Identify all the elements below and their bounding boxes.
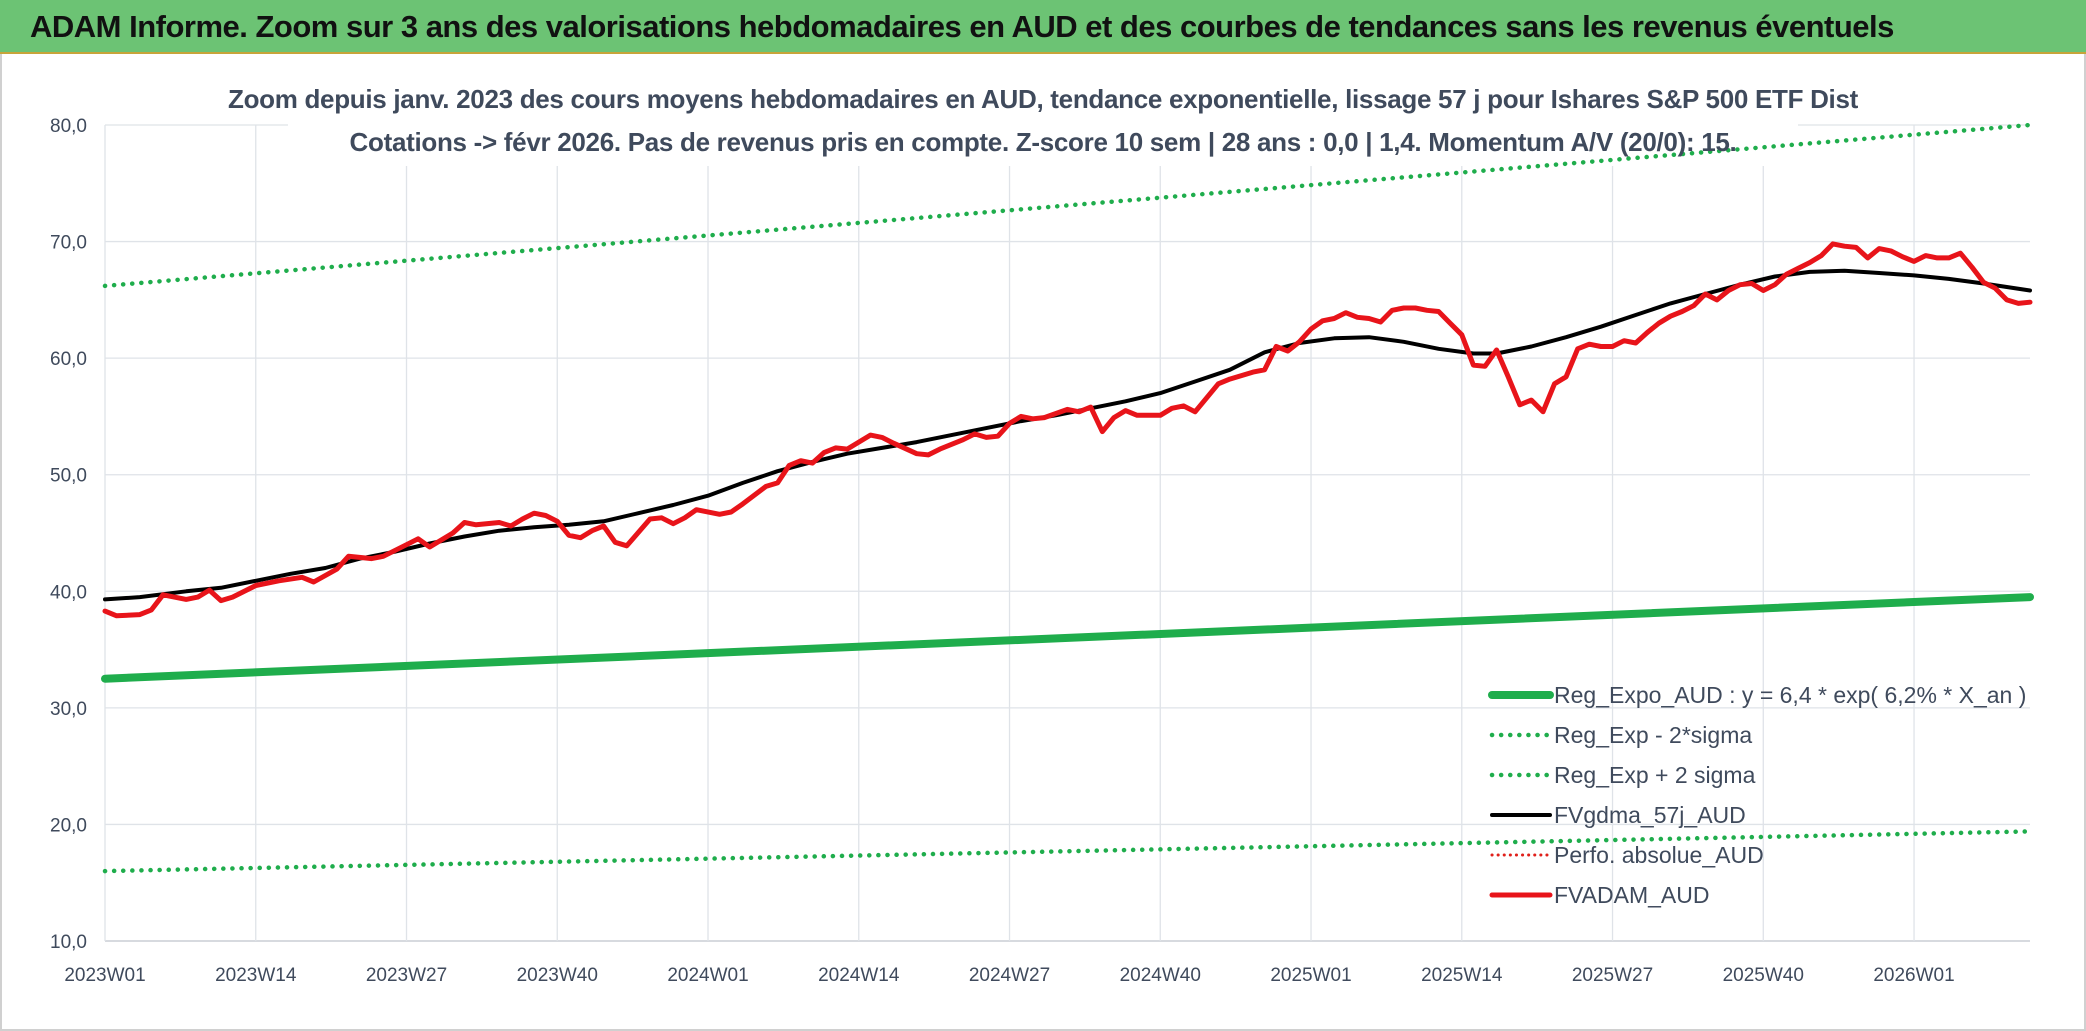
y-tick-label: 60,0 [50,349,87,370]
title-backdrop [288,78,1798,166]
x-tick-label: 2024W14 [818,965,900,986]
chart-title-line-1: Zoom depuis janv. 2023 des cours moyens … [227,84,1858,114]
y-tick-label: 70,0 [50,233,87,254]
legend-label-reg_plus: Reg_Exp + 2 sigma [1554,762,1756,788]
x-tick-label: 2024W01 [667,965,748,986]
x-tick-label: 2023W01 [64,965,145,986]
chart-title-line-2: Cotations -> févr 2026. Pas de revenus p… [349,127,1737,157]
y-tick-label: 40,0 [50,582,87,603]
series-line-reg_minus [102,829,2033,874]
report-banner: ADAM Informe. Zoom sur 3 ans des valoris… [0,0,2086,54]
x-tick-label: 2025W01 [1270,965,1351,986]
x-tick-label: 2024W40 [1120,965,1201,986]
y-tick-label: 30,0 [50,699,87,720]
legend-label-fvadam: FVADAM_AUD [1554,882,1710,908]
series-line-fvadam [102,241,2033,619]
series-line-reg_expo [101,593,2034,683]
legend-label-fvgdma: FVgdma_57j_AUD [1554,802,1746,828]
y-tick-label: 50,0 [50,466,87,487]
x-tick-label: 2024W27 [969,965,1050,986]
x-tick-label: 2023W40 [517,965,598,986]
axes: 10,0 20,0 30,0 40,0 50,0 60,0 70,0 80,0 2023W01 2… [50,116,1955,986]
series-lines [101,122,2034,874]
x-tick-label: 2023W14 [215,965,297,986]
gridlines [104,78,2030,942]
legend-label-reg_expo: Reg_Expo_AUD : y = 6,4 * exp( 6,2% * X_a… [1554,682,2026,708]
x-tick-label: 2025W27 [1572,965,1653,986]
report-title: ADAM Informe. Zoom sur 3 ans des valoris… [30,9,1894,44]
chart-frame [0,54,2086,1031]
legend-label-perfo: Perfo. absolue_AUD [1554,842,1764,868]
x-tick-label: 2025W40 [1723,965,1804,986]
legend: Reg_Expo_AUD : y = 6,4 * exp( 6,2% * X_a… [1488,682,2026,908]
x-tick-label: 2026W01 [1873,965,1954,986]
y-tick-label: 80,0 [50,116,87,137]
y-tick-label: 20,0 [50,815,87,836]
y-tick-label: 10,0 [50,932,87,953]
x-tick-label: 2023W27 [366,965,447,986]
x-tick-label: 2025W14 [1421,965,1503,986]
legend-label-reg_minus: Reg_Exp - 2*sigma [1554,722,1752,748]
series-line-reg_plus [102,122,2033,289]
